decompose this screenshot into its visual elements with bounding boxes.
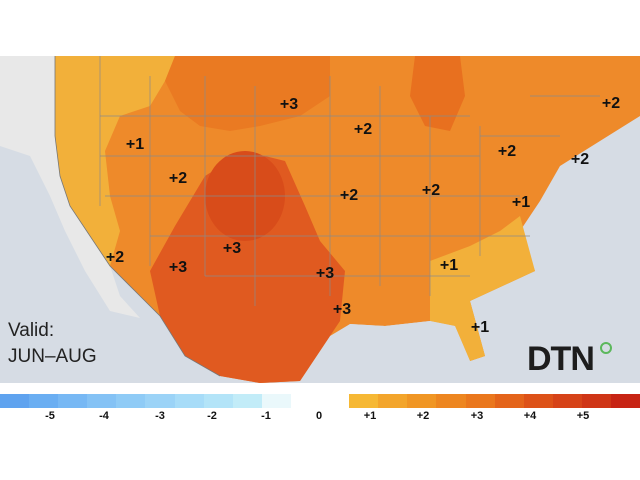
legend-swatch xyxy=(0,394,30,408)
legend-swatch xyxy=(232,394,262,408)
anomaly-label: +2 xyxy=(168,170,188,187)
west-land-gray xyxy=(0,56,140,318)
legend-tick-label: 0 xyxy=(315,410,323,422)
anomaly-label: +1 xyxy=(511,194,531,211)
legend-tick-label: -4 xyxy=(99,410,109,422)
legend-tick-label: -5 xyxy=(45,410,55,422)
valid-period: Valid: JUN–AUG xyxy=(8,318,97,370)
map-graphic xyxy=(0,56,640,383)
state-borders xyxy=(99,56,600,306)
legend-swatch xyxy=(203,394,233,408)
anomaly-label: +3 xyxy=(279,96,299,113)
legend-tick-label: +1 xyxy=(363,410,377,422)
legend-swatch xyxy=(116,394,146,408)
legend-swatch xyxy=(581,394,611,408)
zone-plus1-west xyxy=(55,56,175,266)
anomaly-label: +3 xyxy=(168,259,188,276)
legend-tick-label: +2 xyxy=(416,410,430,422)
anomaly-label: +1 xyxy=(470,319,490,336)
anomaly-label: +2 xyxy=(105,249,125,266)
legend-swatch xyxy=(610,394,640,408)
legend-swatch xyxy=(145,394,175,408)
anomaly-label: +2 xyxy=(421,182,441,199)
legend-swatch xyxy=(407,394,437,408)
anomaly-label: +2 xyxy=(570,151,590,168)
valid-months: JUN–AUG xyxy=(8,346,97,367)
legend-tick-label: -1 xyxy=(261,410,271,422)
legend-swatch xyxy=(174,394,204,408)
legend-swatch xyxy=(320,394,350,408)
anomaly-label: +3 xyxy=(222,240,242,257)
legend-tick-label: -3 xyxy=(155,410,165,422)
anomaly-label: +3 xyxy=(332,301,352,318)
logo-ring-icon xyxy=(600,342,612,354)
legend-tick-label: +3 xyxy=(470,410,484,422)
zone-plus1-southeast xyxy=(430,216,535,361)
anomaly-label: +2 xyxy=(353,121,373,138)
anomaly-label: +2 xyxy=(497,143,517,160)
anomaly-label: +3 xyxy=(315,265,335,282)
zone-plus3-southwest xyxy=(150,151,345,383)
legend-swatch xyxy=(290,394,321,408)
legend-swatch xyxy=(378,394,408,408)
anomaly-label: +2 xyxy=(339,187,359,204)
legend-swatch xyxy=(349,394,379,408)
legend-swatch xyxy=(494,394,524,408)
anomaly-label: +2 xyxy=(601,95,621,112)
anomaly-label: +1 xyxy=(125,136,145,153)
legend-swatch xyxy=(465,394,495,408)
zone-plus3-greatlakes xyxy=(410,56,465,131)
legend-tick-label: +4 xyxy=(523,410,537,422)
temperature-anomaly-map xyxy=(0,56,640,383)
legend-tick-label: +5 xyxy=(576,410,590,422)
coastline xyxy=(54,56,221,377)
gulf-water xyxy=(300,321,470,383)
legend-swatch xyxy=(261,394,291,408)
legend-swatch xyxy=(58,394,88,408)
legend-swatch xyxy=(29,394,59,408)
dtn-logo: DTN xyxy=(527,340,595,378)
legend-swatch xyxy=(436,394,466,408)
legend-swatch xyxy=(523,394,553,408)
anomaly-label: +1 xyxy=(439,257,459,274)
legend-swatch xyxy=(552,394,582,408)
valid-label: Valid: xyxy=(8,320,55,341)
legend-ticks: -5 -4 -3 -2 -1 0 +1 +2 +3 +4 +5 xyxy=(0,410,640,430)
legend-swatch xyxy=(87,394,117,408)
zone-plus3-north xyxy=(165,56,330,131)
color-legend-bar xyxy=(0,394,640,408)
legend-tick-label: -2 xyxy=(207,410,217,422)
